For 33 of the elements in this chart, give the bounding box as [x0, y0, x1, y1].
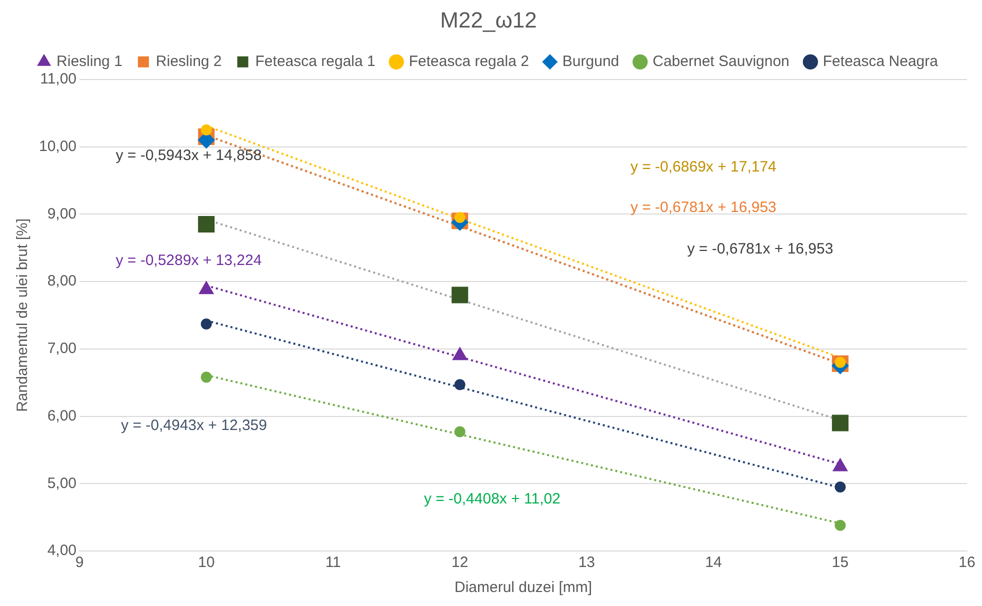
- annotation: y = -0,6781x + 16,953: [630, 198, 776, 216]
- y-tick-label: 6,00: [47, 407, 77, 424]
- x-tick-label: 11: [325, 554, 341, 572]
- y-tick-label: 11,00: [40, 70, 77, 88]
- annotation: y = -0,4943x + 12,359: [121, 417, 267, 434]
- legend-label: Riesling 1: [56, 53, 122, 70]
- x-tick-label: 14: [705, 554, 722, 572]
- x-tick-label: 16: [958, 554, 976, 572]
- annotation: y = -0,4408x + 11,02: [424, 490, 560, 508]
- x-tick-label: 10: [198, 554, 215, 572]
- y-tick-label: 9,00: [47, 205, 77, 222]
- y-tick-label: 4,00: [47, 542, 77, 560]
- annotation: y = -0,6781x + 16,953: [687, 240, 834, 258]
- legend-label: Burgund: [562, 53, 620, 70]
- x-tick-label: 9: [75, 554, 84, 572]
- chart-title: M22_ω12: [440, 7, 537, 32]
- y-tick-label: 7,00: [47, 340, 77, 358]
- x-tick-label: 12: [452, 554, 468, 572]
- annotation: y = -0,6869x + 17,174: [630, 158, 776, 176]
- legend-label: Feteasca regala 2: [408, 53, 529, 70]
- y-tick-label: 10,00: [38, 138, 77, 155]
- y-tick-label: 5,00: [47, 474, 77, 492]
- x-tick-label: 15: [832, 554, 849, 572]
- legend-label: Cabernet Sauvignon: [652, 53, 790, 70]
- x-axis-title: Diamerul duzei [mm]: [454, 579, 592, 596]
- legend-label: Feteasca regala 1: [255, 53, 376, 70]
- y-tick-label: 8,00: [47, 272, 77, 290]
- annotation: y = -0,5289x + 13,224: [116, 252, 262, 270]
- legend-label: Feteasca Neagra: [822, 53, 939, 70]
- legend-label: Riesling 2: [156, 53, 222, 70]
- x-tick-label: 13: [578, 554, 595, 572]
- annotation: y = -0,5943x + 14,858: [116, 146, 262, 164]
- y-axis-title: Randamentul de ulei brut [%]: [14, 218, 32, 412]
